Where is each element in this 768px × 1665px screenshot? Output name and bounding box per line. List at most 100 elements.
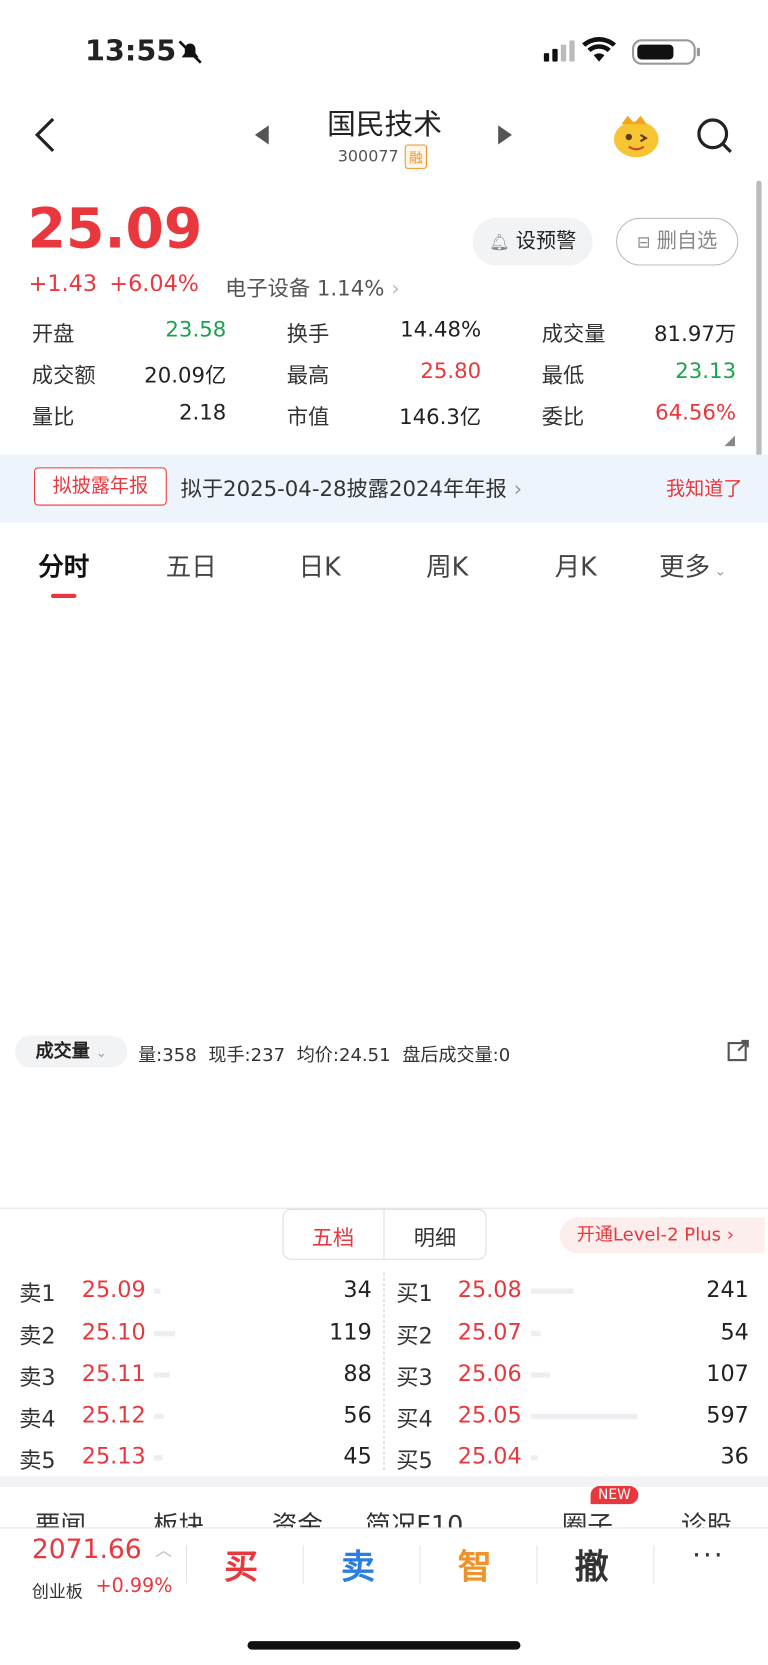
mute-icon (178, 40, 202, 64)
part (697, 118, 729, 150)
notice-dismiss[interactable]: 我知道了 (665, 477, 743, 501)
book-label: 卖2 (19, 1323, 56, 1349)
next-stock[interactable] (498, 125, 513, 145)
book-label: 买4 (396, 1406, 433, 1432)
chart-tab[interactable]: 月K (554, 552, 597, 583)
volume-bar (531, 1288, 574, 1294)
orderbook-tab[interactable]: 明细 (413, 1224, 457, 1251)
part (613, 121, 659, 158)
book-label: 卖4 (19, 1406, 56, 1432)
chart-tab[interactable]: 周K (426, 552, 469, 583)
index-arrow: ︿ (155, 1540, 173, 1561)
part (34, 117, 55, 152)
scrollbar (756, 180, 762, 463)
last-price: 25.09 (27, 197, 203, 262)
book-volume: 36 (720, 1443, 749, 1470)
chart-tab[interactable]: 更多 ⌄ (659, 552, 727, 583)
chart-tab[interactable]: 分时 (38, 552, 90, 583)
book-price: 25.05 (457, 1402, 522, 1428)
stat-value: 2.18 (178, 399, 227, 425)
prev-stock[interactable] (254, 125, 270, 145)
orderbook-switch (282, 1208, 487, 1260)
part (178, 40, 202, 64)
notice-text[interactable]: 拟于2025-04-28披露2024年年报 › (181, 472, 522, 503)
book-divider (383, 1272, 385, 1471)
stat-value: 25.80 (420, 357, 482, 384)
chart-tab[interactable]: 五日 (165, 552, 217, 583)
watchlist-button[interactable]: ⊟ 删自选 (616, 217, 739, 266)
more-button[interactable]: ··· (692, 1540, 725, 1573)
volume-bar (154, 1455, 163, 1461)
chart-tab[interactable]: 日K (298, 552, 341, 583)
stat-value: 81.97万 (654, 320, 737, 347)
part: › (391, 275, 400, 301)
trade-button[interactable]: 智 (457, 1546, 492, 1587)
stat-label: 最低 (541, 362, 585, 388)
footer-divider (419, 1545, 421, 1584)
volume-bar (531, 1330, 541, 1337)
level2-promo[interactable]: 开通Level-2 Plus › (559, 1217, 765, 1254)
index-pct: +0.99% (95, 1575, 173, 1598)
volume-selector[interactable]: 成交量 ⌄ (14, 1035, 128, 1068)
book-volume: 56 (343, 1402, 372, 1428)
part (625, 133, 633, 141)
trade-button[interactable]: 卖 (340, 1546, 375, 1587)
book-price: 25.09 (81, 1276, 146, 1303)
stat-label: 委比 (541, 403, 585, 430)
book-price: 25.11 (81, 1360, 146, 1387)
stat-label: 量比 (31, 403, 75, 430)
part (724, 435, 736, 447)
part (737, 1039, 749, 1052)
trade-button[interactable]: 买 (224, 1546, 259, 1587)
back-button[interactable] (32, 117, 57, 153)
stat-value: 146.3亿 (399, 403, 482, 430)
alert-button[interactable]: 🔔︎ 设预警 (472, 217, 593, 266)
notice-message: 拟于2025-04-28披露2024年年报 (180, 475, 507, 502)
promo-label: 开通Level-2 Plus (576, 1224, 722, 1246)
part (756, 180, 762, 463)
stat-label: 开盘 (31, 320, 75, 347)
switch-divider (383, 1208, 385, 1260)
part (639, 133, 648, 143)
book-price: 25.12 (81, 1402, 146, 1428)
book-label: 买5 (396, 1447, 433, 1474)
index-name: 创业板 (31, 1581, 83, 1602)
volume-bar (531, 1413, 638, 1420)
volume-info: 量:358 现手:237 均价:24.51 盘后成交量:0 (138, 1040, 522, 1066)
footer-divider (302, 1545, 304, 1584)
orderbook-tab[interactable]: 五档 (311, 1224, 355, 1251)
volume-bar (531, 1372, 551, 1378)
book-volume: 88 (343, 1360, 372, 1387)
volume-bar (154, 1288, 161, 1294)
stat-value: 20.09亿 (144, 362, 227, 388)
volume-chart (0, 1073, 768, 1211)
book-price: 25.10 (81, 1319, 146, 1345)
corner-mark (724, 435, 736, 447)
watchlist-label: 删自选 (656, 229, 718, 253)
expand-icon[interactable] (727, 1039, 750, 1062)
notice-tag: 拟披露年报 (33, 467, 167, 506)
stat-label: 成交量 (541, 320, 606, 347)
part (637, 44, 674, 60)
part (582, 37, 617, 62)
book-price: 25.08 (457, 1276, 522, 1303)
index-value[interactable]: 2071.66 (31, 1533, 142, 1565)
part: ⊟ (636, 232, 651, 252)
home-indicator (247, 1641, 521, 1650)
part (543, 53, 550, 62)
trade-button[interactable]: 撤 (574, 1546, 609, 1587)
part: 🔔︎ (489, 232, 510, 252)
search-button[interactable] (696, 117, 734, 155)
book-volume: 119 (329, 1319, 372, 1345)
part (254, 125, 269, 145)
book-label: 卖3 (19, 1364, 56, 1391)
volume-bar (154, 1372, 170, 1378)
stat-value: 23.13 (675, 357, 737, 384)
sector-name: 电子设备 (225, 275, 311, 301)
stat-label: 成交额 (31, 362, 96, 388)
book-price: 25.07 (457, 1319, 522, 1345)
margin-badge: 融 (404, 144, 428, 169)
mascot[interactable] (613, 114, 660, 159)
book-label: 买2 (396, 1323, 433, 1349)
sector[interactable]: 电子设备 1.14% › (225, 271, 399, 302)
